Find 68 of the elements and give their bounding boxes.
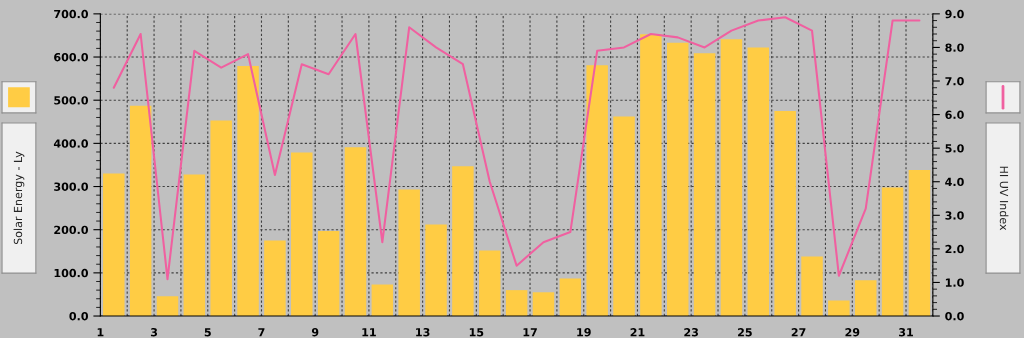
bar [452,166,474,317]
bar [640,34,662,317]
bar [801,256,823,317]
y2-tick-label: 2.0 [945,244,964,254]
bar [667,42,689,317]
x-tick-label: 31 [899,328,913,337]
x-tick-label: 7 [258,328,265,337]
x-tick-label: 15 [469,328,484,337]
y-axis-title: Solar Energy - Ly [13,151,25,245]
bar [720,39,743,317]
bar [693,53,716,317]
y-tick-label: 500.0 [54,96,89,105]
bar [210,120,232,317]
x-tick-label: 5 [204,328,211,337]
y-tick-label: 700.0 [54,9,89,19]
y-tick-label: 100.0 [54,268,89,278]
x-tick-label: 3 [150,328,158,337]
bar [908,170,931,317]
bar [586,65,608,317]
y-tick-label: 300.0 [54,182,89,191]
bar [774,110,796,317]
line-series [112,16,921,281]
x-tick-label: 19 [577,328,591,337]
bar [613,116,635,317]
y2-tick-label: 3.0 [945,211,964,220]
y2-tick-label: 9.0 [945,9,964,19]
bar [854,280,877,317]
x-tick-label: 25 [738,328,752,337]
bar [398,189,420,317]
bar [129,105,152,317]
y-tick-label: 200.0 [54,225,89,235]
bar [747,47,770,317]
bar [881,187,904,317]
x-tick-label: 27 [791,328,806,337]
y-tick-label: 0.0 [69,312,89,321]
y-tick-label: 600.0 [54,53,89,62]
bar [505,290,528,317]
x-tick-label: 13 [416,328,430,337]
bar [291,152,313,317]
bar [371,284,394,317]
bar [156,296,179,317]
bar [103,173,125,317]
bar [425,224,447,317]
y2-tick-label: 6.0 [945,110,964,119]
bar [183,174,206,317]
y2-tick-label: 0.0 [945,312,964,321]
x-tick-label: 29 [845,328,860,337]
x-tick-label: 11 [362,328,376,337]
bar [264,240,286,317]
x-tick-label: 9 [311,328,319,337]
y2-tick-label: 4.0 [945,177,964,187]
y2-axis-title: HI UV Index [999,166,1009,231]
bar [828,300,850,317]
bar [237,66,259,317]
x-tick-label: 1 [97,328,104,337]
bar [479,250,501,317]
x-tick-label: 17 [523,328,537,337]
x-tick-label: 21 [630,328,645,337]
y2-tick-label: 1.0 [945,278,964,287]
y-tick-label: 400.0 [53,139,89,148]
bar [559,278,582,317]
y2-tick-label: 5.0 [945,144,964,153]
bar [532,292,555,317]
x-tick-label: 23 [684,328,699,337]
y2-tick-label: 7.0 [945,76,964,86]
y2-tick-label: 8.0 [945,43,964,52]
bar [344,147,367,317]
bar [317,230,340,317]
